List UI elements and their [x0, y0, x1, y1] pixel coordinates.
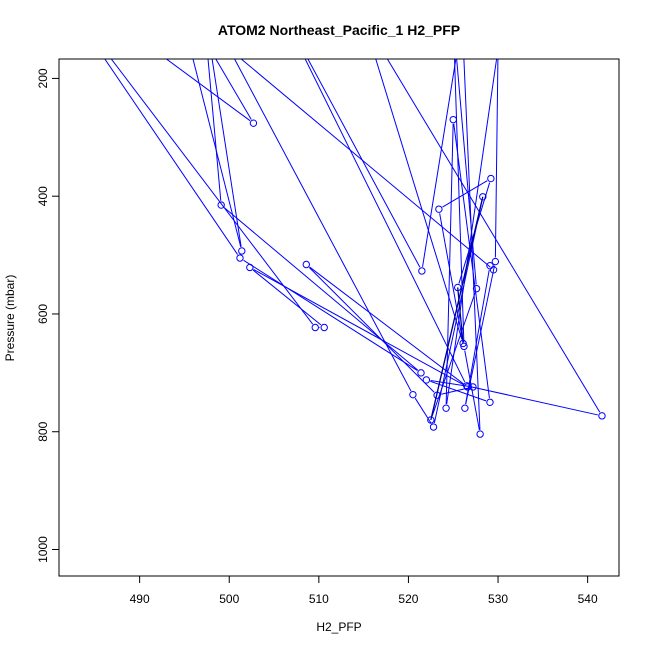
series-line-segment: [243, 259, 418, 372]
data-point: [238, 247, 246, 255]
series-line-segment: [454, 59, 465, 343]
series-line-segment: [465, 265, 495, 405]
y-tick-label: 600: [36, 304, 50, 324]
data-point: [461, 404, 469, 412]
series-line-segment: [386, 59, 601, 413]
series-layer: [104, 59, 606, 438]
data-point: [320, 323, 328, 332]
data-point: [479, 193, 487, 201]
series-line-segment: [453, 123, 490, 399]
data-point: [491, 257, 500, 266]
y-tick-label: 1000: [36, 536, 50, 563]
x-tick-label: 530: [488, 592, 508, 606]
series-line-segment: [439, 213, 463, 340]
series-line-segment: [110, 59, 314, 325]
data-point: [472, 284, 481, 293]
x-axis: 490 500 510 520 530 540: [130, 576, 598, 606]
series-line-segment: [104, 59, 239, 255]
series-line-segment: [207, 59, 222, 201]
data-point: [249, 119, 258, 127]
data-point: [427, 416, 435, 424]
data-point: [476, 430, 484, 438]
series-line-segment: [494, 59, 499, 258]
data-point: [460, 342, 468, 351]
y-tick-label: 400: [36, 186, 50, 206]
series-line-segment: [445, 123, 454, 404]
data-point: [459, 339, 467, 348]
series-line-segment: [441, 387, 469, 395]
data-point: [302, 260, 310, 269]
series-line-segment: [470, 386, 598, 416]
series-line-segment: [215, 59, 252, 120]
data-point: [236, 254, 244, 262]
data-point: [442, 404, 450, 412]
series-line-segment: [224, 207, 419, 371]
series-line-segment: [446, 59, 498, 405]
series-line-segment: [422, 59, 457, 267]
series-line-segment: [252, 269, 322, 326]
data-point: [598, 412, 606, 420]
x-axis-label: H2_PFP: [316, 620, 361, 634]
series-line-segment: [442, 180, 488, 208]
series-line-segment: [192, 59, 242, 248]
data-point: [435, 205, 443, 213]
chart-title: ATOM2 Northeast_Pacific_1 H2_PFP: [218, 22, 460, 38]
series-line-segment: [414, 397, 432, 424]
data-point: [429, 423, 438, 431]
series-line-segment: [233, 59, 412, 392]
data-point: [217, 201, 225, 209]
data-point: [449, 115, 457, 124]
data-point: [486, 261, 494, 270]
data-point: [311, 323, 319, 332]
series-line-segment: [309, 266, 465, 385]
data-point: [463, 383, 472, 391]
data-point: [417, 369, 425, 377]
data-point: [454, 283, 462, 292]
data-point: [487, 174, 495, 183]
series-line-segment: [375, 59, 463, 340]
series-line-segment: [431, 292, 476, 417]
series-line-segment: [307, 59, 421, 268]
series-line-segment: [211, 59, 242, 247]
series-line-segment: [465, 269, 490, 405]
data-point: [462, 382, 471, 390]
series-line-segment: [308, 267, 435, 393]
data-point: [433, 391, 441, 399]
y-tick-label: 200: [36, 68, 50, 88]
series-line-segment: [304, 59, 466, 383]
x-tick-label: 520: [398, 592, 418, 606]
series-line-segment-dark: [430, 196, 484, 421]
series-line-segment: [165, 59, 251, 122]
x-tick-label: 500: [219, 592, 239, 606]
data-point: [422, 376, 431, 384]
series-line-segment: [463, 59, 481, 430]
series-line-segment: [253, 269, 465, 386]
y-tick-label: 800: [36, 421, 50, 441]
x-tick-label: 510: [309, 592, 329, 606]
plot-frame: [58, 58, 620, 577]
data-point: [409, 390, 417, 399]
y-axis: 200 400 600 800 1000: [36, 68, 59, 563]
x-tick-label: 540: [578, 592, 598, 606]
data-point: [489, 266, 498, 274]
data-point: [486, 398, 494, 406]
series-line-segment-dark: [457, 287, 464, 344]
x-tick-label: 490: [130, 592, 150, 606]
y-axis-label: Pressure (mbar): [3, 275, 17, 362]
data-point: [418, 267, 426, 275]
data-point: [246, 263, 254, 272]
